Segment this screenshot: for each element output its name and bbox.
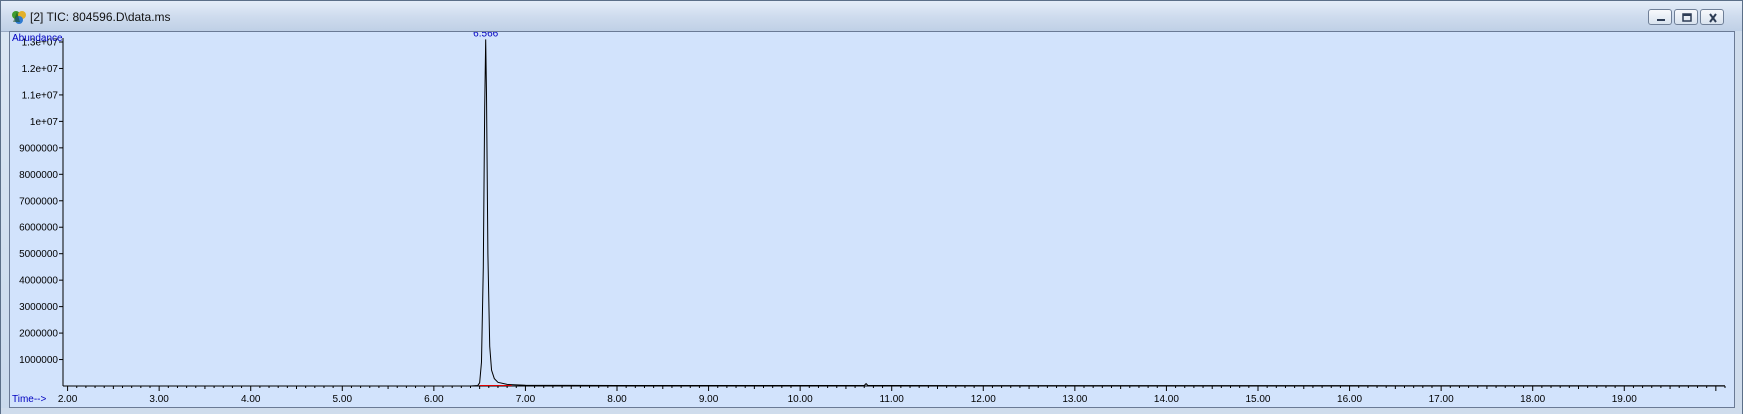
- x-axis-title: Time-->: [12, 394, 47, 405]
- x-tick-label: 11.00: [880, 394, 905, 405]
- close-button[interactable]: [1700, 9, 1724, 25]
- annotation-group: 6.566: [473, 32, 498, 39]
- y-tick-label: 1000000: [19, 355, 58, 366]
- y-tick-label: 7000000: [19, 196, 58, 207]
- y-axis-title: Abundance: [12, 33, 63, 44]
- window-edge: [1735, 31, 1742, 408]
- close-icon: [1709, 13, 1717, 23]
- x-tick-label: 10.00: [788, 394, 813, 405]
- chromatogram-chart: 1000000 2000000 3000000 4000000 5000000 60000…: [12, 32, 1726, 405]
- y-tick-label: 3000000: [19, 302, 58, 313]
- window-title: [2] TIC: 804596.D\data.ms: [30, 10, 171, 24]
- x-tick-label: 8.00: [607, 394, 627, 405]
- chromatogram-icon: [12, 11, 26, 24]
- window-edge: [1, 408, 1742, 414]
- x-tick-label: 5.00: [333, 394, 353, 405]
- restore-button[interactable]: [1674, 9, 1698, 25]
- y-tick-label: 8000000: [19, 170, 58, 181]
- x-tick-label: 9.00: [699, 394, 719, 405]
- minimize-button[interactable]: [1648, 9, 1672, 25]
- series-group: [63, 39, 1726, 387]
- x-tick-label: 13.00: [1062, 394, 1087, 405]
- chromatogram-trace: [63, 39, 1726, 387]
- x-tick-label: 7.00: [516, 394, 536, 405]
- y-tick-label: 1.1e+07: [22, 90, 59, 101]
- x-tick-label: 2.00: [58, 394, 78, 405]
- y-axis: 1000000 2000000 3000000 4000000 5000000 60000…: [19, 38, 64, 386]
- y-tick-label: 1.2e+07: [22, 64, 59, 75]
- x-tick-label: 12.00: [971, 394, 996, 405]
- x-tick-label: 3.00: [149, 394, 169, 405]
- y-tick-label: 4000000: [19, 276, 58, 287]
- y-tick-label: 9000000: [19, 143, 58, 154]
- x-tick-label: 15.00: [1245, 394, 1270, 405]
- minimize-icon: [1657, 19, 1665, 21]
- x-tick-label: 18.00: [1520, 394, 1545, 405]
- x-tick-label: 17.00: [1429, 394, 1454, 405]
- x-axis: 2.00 3.00 4.00 5.00 6.00 7.00 8.00 9.00 10.00 11.…: [58, 385, 1726, 405]
- y-tick-label: 5000000: [19, 249, 58, 260]
- y-tick-label: 1.3e+07: [22, 38, 59, 49]
- chromatogram-plot[interactable]: 1000000 2000000 3000000 4000000 5000000 60000…: [9, 31, 1735, 408]
- x-tick-label: 14.00: [1154, 394, 1179, 405]
- y-tick-label: 6000000: [19, 223, 58, 234]
- title-bar[interactable]: [2] TIC: 804596.D\data.ms: [1, 1, 1742, 32]
- y-tick-label: 1e+07: [30, 117, 59, 128]
- peak-label: 6.566: [473, 32, 498, 39]
- y-tick-label: 2000000: [19, 329, 58, 340]
- x-tick-label: 19.00: [1612, 394, 1637, 405]
- x-tick-label: 6.00: [424, 394, 444, 405]
- x-tick-label: 4.00: [241, 394, 261, 405]
- restore-icon: [1682, 13, 1692, 22]
- x-tick-label: 16.00: [1337, 394, 1362, 405]
